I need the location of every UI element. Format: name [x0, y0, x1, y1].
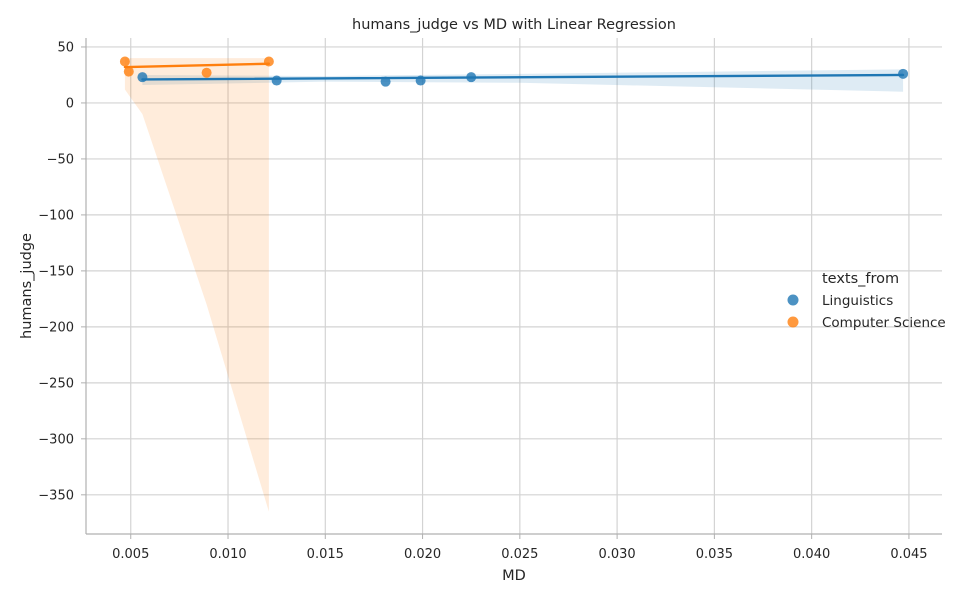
- y-tick-label: −50: [47, 152, 74, 167]
- y-axis-label: humans_judge: [19, 233, 35, 339]
- y-tick-label: −250: [38, 376, 74, 391]
- y-tick-label: −200: [38, 320, 74, 335]
- x-tick-label: 0.030: [598, 547, 635, 562]
- x-tick-label: 0.045: [890, 547, 927, 562]
- y-tick-label: 50: [57, 40, 74, 55]
- x-axis-label: MD: [502, 568, 526, 584]
- data-point-linguistics: [466, 72, 477, 83]
- regression-lines: [123, 62, 905, 81]
- data-point-linguistics: [271, 75, 282, 86]
- data-point-computer-science: [123, 66, 134, 77]
- legend-marker-linguistics: [787, 294, 799, 306]
- regression-line-linguistics: [141, 73, 905, 81]
- x-tick-label: 0.005: [112, 547, 149, 562]
- grid: [86, 38, 942, 534]
- y-tick-label: 0: [66, 96, 74, 111]
- x-tick-label: 0.040: [793, 547, 830, 562]
- regression-line-computer-science: [123, 62, 271, 69]
- data-point-linguistics: [380, 76, 391, 87]
- chart-title: humans_judge vs MD with Linear Regressio…: [352, 17, 676, 33]
- x-tick-label: 0.035: [696, 547, 733, 562]
- x-tick-label: 0.010: [209, 547, 246, 562]
- legend-label-computer-science: Computer Science: [822, 315, 946, 331]
- y-tick-label: −150: [38, 264, 74, 279]
- data-point-computer-science: [119, 56, 130, 67]
- data-point-linguistics: [415, 75, 426, 86]
- data-point-computer-science: [263, 56, 274, 67]
- data-point-linguistics: [137, 72, 148, 83]
- legend: texts_from Linguistics Computer Science: [787, 271, 946, 331]
- data-points: [119, 56, 909, 87]
- legend-label-linguistics: Linguistics: [822, 293, 893, 309]
- ci-band-computer-science: [124, 58, 269, 512]
- data-point-computer-science: [201, 67, 212, 78]
- legend-marker-computer-science: [787, 316, 799, 328]
- x-tick-label: 0.020: [404, 547, 441, 562]
- x-tick-label: 0.025: [501, 547, 538, 562]
- y-tick-label: −300: [38, 432, 74, 447]
- y-tick-label: −100: [38, 208, 74, 223]
- y-tick-label: −350: [38, 488, 74, 503]
- confidence-bands: [124, 58, 904, 512]
- axes: 0.005 0.010 0.015 0.020 0.025 0.030 0.035 0.040…: [38, 38, 942, 562]
- data-point-linguistics: [898, 68, 909, 79]
- legend-title: texts_from: [822, 271, 899, 287]
- x-tick-label: 0.015: [307, 547, 344, 562]
